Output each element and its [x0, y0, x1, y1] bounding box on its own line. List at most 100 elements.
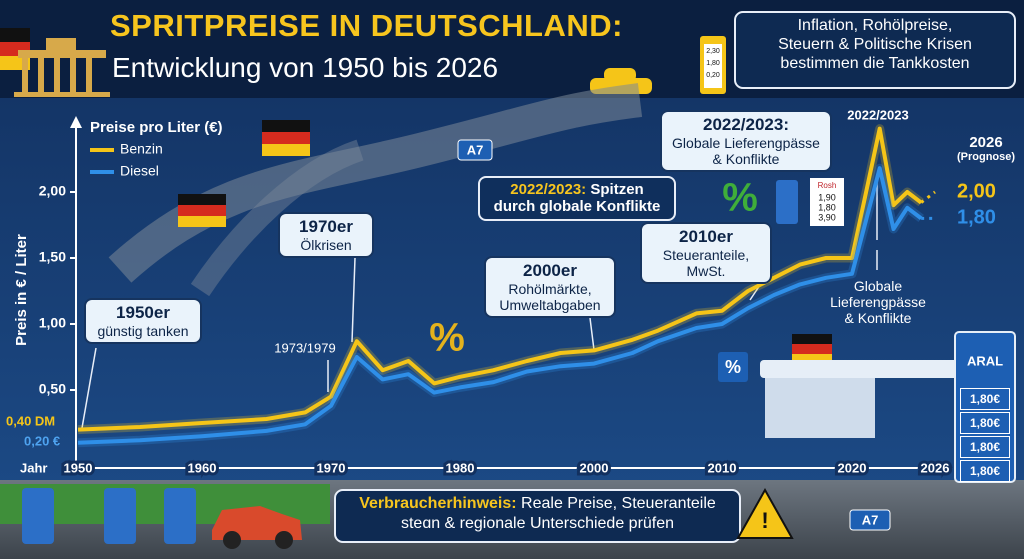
- annotation-title: 2022/2023:: [510, 181, 587, 198]
- price-sign-label: 3,90: [818, 212, 836, 222]
- note: Inflation, Rohölpreise, Steuern & Politi…: [735, 16, 1015, 74]
- footer-text: steɑn & regionale Unterschiede prüfen: [400, 515, 675, 532]
- pump-price: 2,30: [706, 48, 720, 55]
- annotation-text: & Konflikte: [844, 310, 912, 327]
- station-price: 1,80€: [960, 388, 1010, 410]
- note-line: Inflation, Rohölpreise,: [797, 17, 953, 34]
- price-sign-label: 1,90: [818, 192, 836, 202]
- station-price: 1,80€: [960, 412, 1010, 434]
- subtitle: Entwicklung von 1950 bis 2026: [112, 52, 499, 83]
- annotation-box: 1950er günstig tanken: [84, 298, 202, 344]
- y-tick-label: 0,50: [39, 381, 66, 397]
- annotation-text: Ölkrisen: [300, 236, 352, 253]
- annotation: 1973/1979: [274, 340, 335, 355]
- annotation: 2022/2023: [847, 107, 908, 122]
- forecast-label: 1,80: [957, 207, 996, 229]
- x-tick-label: 1950: [64, 460, 93, 475]
- warning-mark: !: [761, 508, 768, 533]
- start-label: 0,40 DM: [6, 413, 55, 428]
- annotation-text: Globale Lieferengpässe: [672, 134, 820, 151]
- annotation-title: 2010er: [679, 227, 733, 246]
- forecast-note: 2026 (Prognose): [952, 134, 1020, 164]
- station-price: 1,80€: [960, 460, 1010, 482]
- annotation-text: Rohölmärkte,: [508, 280, 592, 297]
- annotation-title: 2022/2023:: [702, 115, 790, 134]
- annotation-title: 1950er: [116, 303, 170, 322]
- series-line: [77, 126, 923, 432]
- annotation-text: Steueranteile,: [662, 246, 750, 263]
- annotation-text: Umweltabgaben: [499, 296, 601, 313]
- hint-box: [334, 489, 741, 543]
- road-sign-label: A7: [467, 142, 484, 157]
- road-sign: [849, 509, 891, 531]
- annotation-title: 2000er: [523, 261, 577, 280]
- x-tick-label: 1960: [188, 460, 217, 475]
- x-axis-title: Jahr: [20, 460, 47, 475]
- pump-price: 1,80: [706, 60, 720, 67]
- flag-icon: [178, 120, 832, 364]
- station-prices: 1,80€ 1,80€ 1,80€ 1,80€: [960, 388, 1010, 482]
- note-line: Steuern & Politische Krisen: [778, 36, 972, 54]
- annotation-text: MwSt.: [686, 262, 726, 279]
- start-label: 0,20 €: [24, 433, 60, 448]
- price-sign-label: Rosh: [818, 181, 837, 190]
- title: SPRITPREISE IN DEUTSCHLAND:: [110, 8, 623, 43]
- forecast-label: 2,00: [957, 180, 996, 202]
- annotation-title: 1970er: [299, 217, 353, 236]
- annotation-box: 2010er Steueranteile, MwSt.: [640, 222, 772, 284]
- footer-note: Verbraucherhinweis: Reale Preise, Steuer…: [335, 494, 740, 534]
- y-axis-arrow: [70, 116, 82, 128]
- annotation-box: 2022/2023: Spitzen durch globale Konflik…: [478, 176, 676, 221]
- footer-label: Verbraucherhinweis:: [359, 495, 517, 512]
- percent-icon: %: [722, 176, 758, 220]
- y-tick-label: 1,00: [39, 315, 66, 331]
- flag-stripe: [0, 28, 30, 42]
- x-tick-label: 2020: [838, 460, 867, 475]
- y-tick-label: 1,50: [39, 249, 66, 265]
- station-roof: [760, 360, 960, 378]
- pump-icon: [776, 180, 798, 224]
- legend-label: Diesel: [120, 163, 159, 179]
- note-line: bestimmen die Tankkosten: [780, 55, 970, 73]
- legend-label: Benzin: [120, 141, 163, 157]
- y-tick-label: 2,00: [39, 183, 66, 199]
- station-shop: [765, 378, 875, 438]
- warning-icon: [736, 487, 794, 539]
- annotation-title: 2026: [969, 134, 1003, 151]
- road: [190, 139, 364, 297]
- car-icon: [604, 68, 636, 82]
- legend-title: Preise pro Liter (€): [90, 119, 223, 136]
- pump-display-text: 2,30 1,80 0,20: [704, 46, 722, 82]
- x-tick-label: 2000: [580, 460, 609, 475]
- annotation: Globale Lieferengpässe & Konflikte: [826, 278, 930, 326]
- annotation-text: (Prognose): [956, 151, 1016, 164]
- percent-sign: [718, 352, 748, 382]
- price-sign: [810, 178, 844, 226]
- footer-pumps: [22, 488, 196, 544]
- brandenburg-gate: [14, 38, 110, 97]
- x-tick-label: 2026: [921, 460, 950, 475]
- brand-label: ARAL: [967, 353, 1003, 368]
- price-sign-label: 1,80: [818, 202, 836, 212]
- y-axis-title: Preis in € / Liter: [13, 234, 30, 346]
- annotation-text: durch globale Konflikte: [493, 198, 661, 216]
- station-price: 1,80€: [960, 436, 1010, 458]
- x-tick-label: 1980: [446, 460, 475, 475]
- percent-icon: %: [429, 316, 465, 360]
- annotation-text: & Konflikte: [712, 150, 780, 167]
- road-sign-label: A7: [862, 512, 879, 527]
- x-tick-label: 1970: [317, 460, 346, 475]
- note-box: [734, 11, 1016, 89]
- annotation-text: Spitzen: [590, 181, 644, 198]
- series-line: [77, 166, 923, 445]
- annotation-box: 1970er Ölkrisen: [278, 212, 374, 258]
- annotation-text: Globale: [853, 278, 903, 294]
- annotation-text: Lieferengpässe: [830, 294, 926, 311]
- connectors: [81, 180, 878, 429]
- price-pylon: [954, 331, 1016, 483]
- road-sign: [457, 139, 493, 161]
- pump-price: 0,20: [706, 72, 720, 79]
- pump-display: [704, 44, 722, 88]
